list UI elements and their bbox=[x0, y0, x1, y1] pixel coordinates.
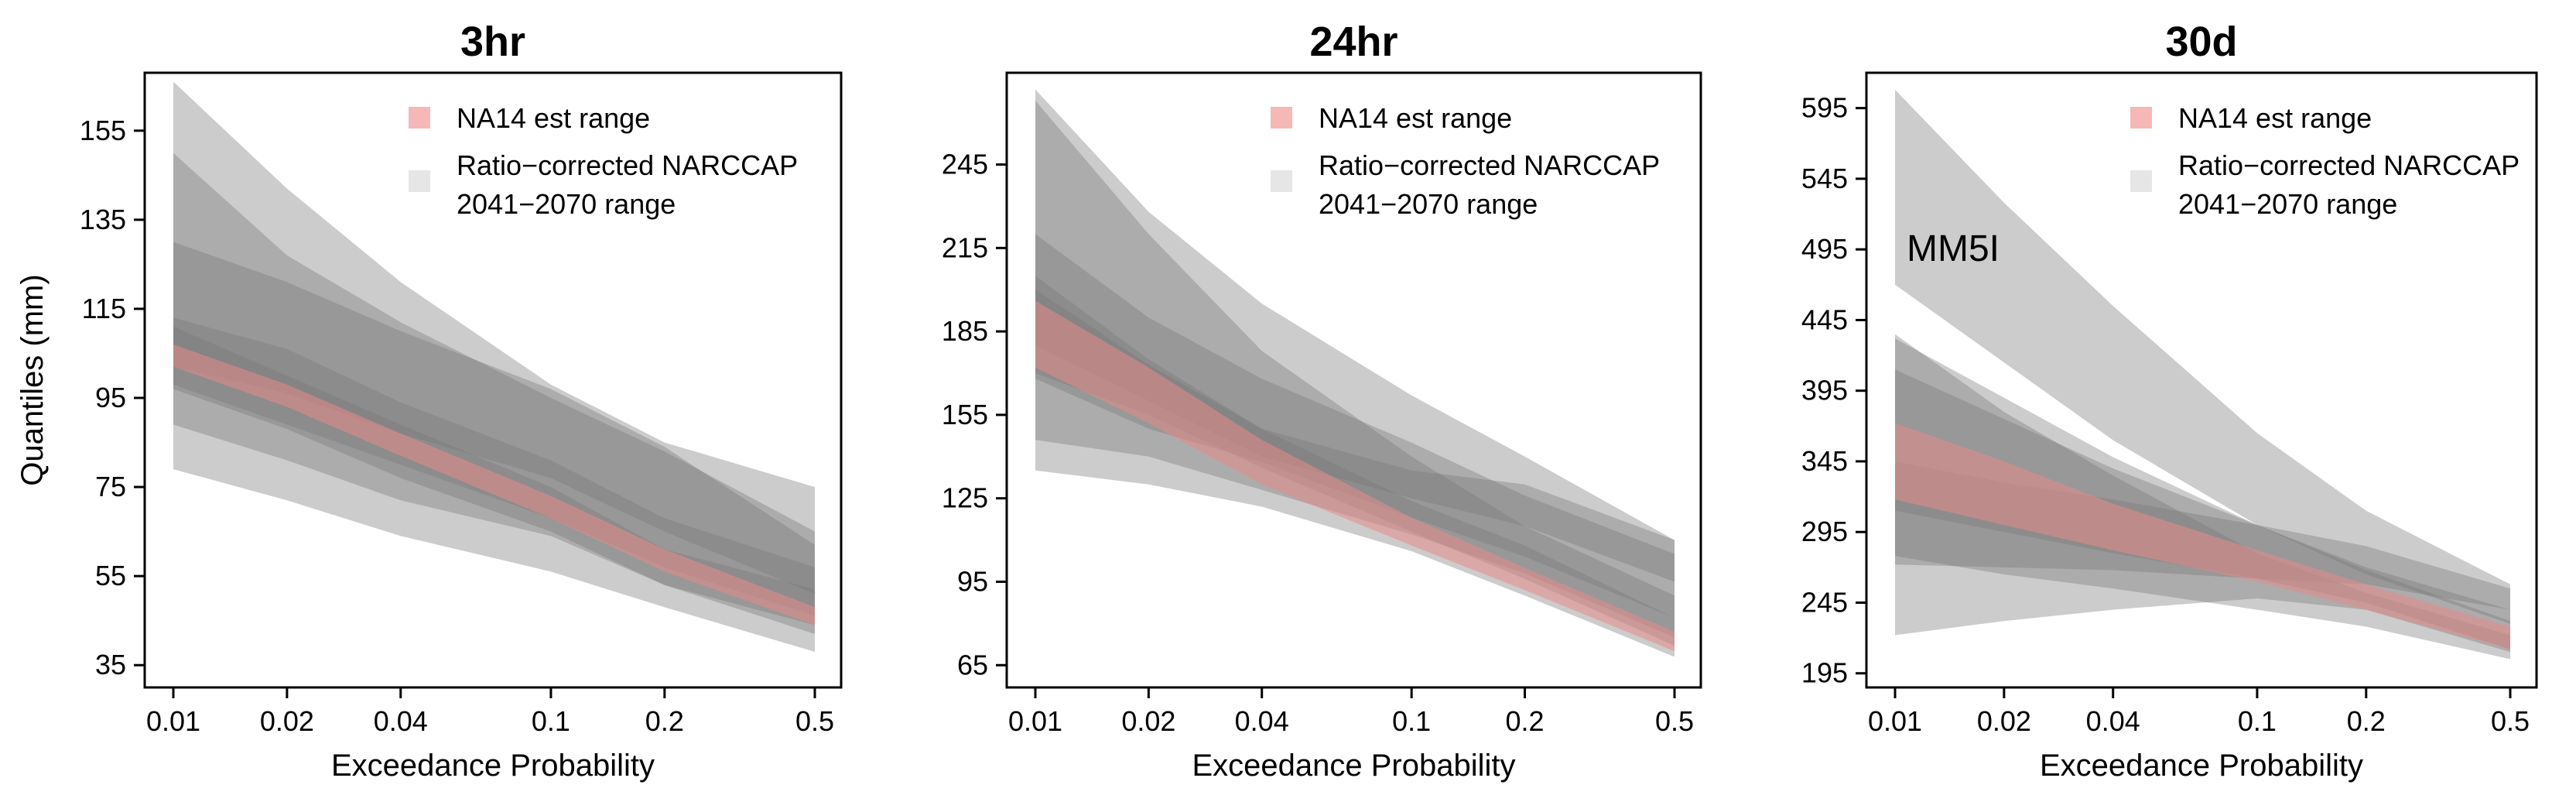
x-tick-label: 0.1 bbox=[532, 705, 570, 737]
legend-narccap-swatch bbox=[2130, 170, 2152, 192]
x-tick-label: 0.02 bbox=[1121, 705, 1175, 737]
x-tick-label: 0.02 bbox=[260, 705, 314, 737]
na14-band bbox=[1035, 300, 1675, 652]
y-tick-label: 95 bbox=[95, 382, 126, 413]
legend-na14-swatch bbox=[409, 107, 430, 129]
y-tick-label: 545 bbox=[1801, 163, 1848, 194]
legend-na14-label: NA14 est range bbox=[2178, 102, 2372, 134]
x-axis-label: Exceedance Probability bbox=[331, 749, 655, 783]
y-tick-label: 245 bbox=[1801, 586, 1848, 618]
legend: NA14 est range Ratio−corrected NARCCAP 204… bbox=[1271, 102, 1660, 220]
x-tick-label: 0.01 bbox=[1008, 705, 1062, 737]
na14-band bbox=[1895, 423, 2510, 649]
x-tick-label: 0.5 bbox=[1655, 705, 1694, 737]
y-tick-label: 445 bbox=[1801, 303, 1848, 335]
x-axis-label: Exceedance Probability bbox=[1192, 749, 1515, 783]
chart-title: 30d bbox=[2165, 19, 2237, 65]
y-axis-label: Quantiles (mm) bbox=[15, 274, 50, 485]
x-tick-label: 0.04 bbox=[374, 705, 428, 737]
legend-narccap-label-2: 2041−2070 range bbox=[457, 188, 676, 220]
x-tick-label: 0.01 bbox=[1868, 705, 1922, 737]
panel-3hr: 3hr 35 55 75 95 115 135 155 0.01 0.02 0.04 0.1 0.2 0.… bbox=[15, 19, 843, 783]
narccap-band-3 bbox=[173, 242, 815, 616]
y-tick-label: 125 bbox=[942, 482, 988, 514]
x-tick-label: 0.04 bbox=[1235, 705, 1289, 737]
narccap-band-1 bbox=[1035, 89, 1675, 657]
x-tick-label: 0.5 bbox=[2491, 705, 2530, 737]
legend-narccap-swatch bbox=[409, 170, 430, 192]
narccap-band-3 bbox=[1035, 234, 1675, 619]
y-tick-label: 495 bbox=[1801, 233, 1848, 265]
narccap-band-5 bbox=[1895, 338, 2510, 649]
plot-frame bbox=[143, 71, 843, 689]
x-tick-label: 0.2 bbox=[1506, 705, 1545, 737]
y-tick-label: 75 bbox=[95, 471, 126, 502]
panel-30d: 30d 195 245 295 345 395 445 495 545 595 0.01 0.02 0.… bbox=[1801, 19, 2538, 783]
y-tick-label: 185 bbox=[942, 315, 988, 347]
legend-na14-label: NA14 est range bbox=[457, 102, 650, 134]
y-tick-label: 135 bbox=[80, 204, 126, 235]
legend-narccap-label-2: 2041−2070 range bbox=[2178, 188, 2397, 220]
y-tick-label: 55 bbox=[95, 560, 126, 591]
x-tick-label: 0.04 bbox=[2086, 705, 2140, 737]
x-tick-label: 0.1 bbox=[1392, 705, 1431, 737]
y-tick-label: 195 bbox=[1801, 657, 1848, 689]
x-tick-label: 0.2 bbox=[2347, 705, 2386, 737]
y-tick-label: 345 bbox=[1801, 445, 1848, 477]
legend: NA14 est range Ratio−corrected NARCCAP 204… bbox=[409, 102, 798, 220]
x-tick-label: 0.5 bbox=[795, 705, 834, 737]
legend-na14-label: NA14 est range bbox=[1319, 102, 1512, 134]
legend-narccap-label: Ratio−corrected NARCCAP bbox=[1319, 149, 1660, 181]
x-tick-label: 0.1 bbox=[2238, 705, 2277, 737]
narccap-band-5 bbox=[1035, 290, 1675, 646]
y-tick-label: 65 bbox=[957, 649, 988, 680]
legend-na14-swatch bbox=[1271, 107, 1292, 129]
narccap-band-2 bbox=[1035, 100, 1675, 638]
chart-title: 3hr bbox=[460, 19, 525, 65]
y-tick-label: 295 bbox=[1801, 516, 1848, 547]
x-tick-label: 0.02 bbox=[1977, 705, 2031, 737]
y-tick-label: 155 bbox=[80, 115, 126, 146]
y-tick-label: 395 bbox=[1801, 375, 1848, 406]
legend-narccap-swatch bbox=[1271, 170, 1292, 192]
legend-narccap-label: Ratio−corrected NARCCAP bbox=[2178, 149, 2520, 181]
y-tick-label: 95 bbox=[957, 565, 988, 597]
x-axis-label: Exceedance Probability bbox=[2040, 749, 2363, 783]
bands bbox=[1035, 89, 1675, 657]
y-tick-label: 35 bbox=[95, 649, 126, 680]
na14-band bbox=[173, 344, 815, 625]
chart-title: 24hr bbox=[1309, 19, 1397, 65]
legend-narccap-label-2: 2041−2070 range bbox=[1319, 188, 1538, 220]
x-tick-label: 0.01 bbox=[146, 705, 200, 737]
plot-frame bbox=[1005, 71, 1702, 689]
plot-frame bbox=[1865, 71, 2538, 689]
narccap-band-4 bbox=[1035, 276, 1675, 582]
y-tick-label: 245 bbox=[942, 149, 988, 180]
narccap-band-1 bbox=[1895, 89, 2510, 624]
bands bbox=[173, 81, 815, 652]
y-tick-label: 595 bbox=[1801, 92, 1848, 124]
y-tick-label: 155 bbox=[942, 399, 988, 430]
y-tick-label: 215 bbox=[942, 231, 988, 263]
legend: NA14 est range Ratio−corrected NARCCAP 204… bbox=[2130, 102, 2520, 220]
bands bbox=[1895, 89, 2510, 660]
y-tick-label: 115 bbox=[82, 293, 126, 324]
narccap-band-2 bbox=[173, 153, 815, 625]
narccap-band-2 bbox=[1895, 334, 2510, 653]
narccap-band-4 bbox=[173, 317, 815, 595]
legend-na14-swatch bbox=[2130, 107, 2152, 129]
legend-narccap-label: Ratio−corrected NARCCAP bbox=[457, 149, 798, 181]
x-tick-label: 0.2 bbox=[645, 705, 684, 737]
narccap-band-1 bbox=[173, 81, 815, 652]
model-annotation: MM5I bbox=[1907, 228, 2000, 269]
panel-24hr: 24hr 65 95 125 155 185 215 245 0.01 0.02 0.04 0.1 0.… bbox=[942, 19, 1702, 783]
